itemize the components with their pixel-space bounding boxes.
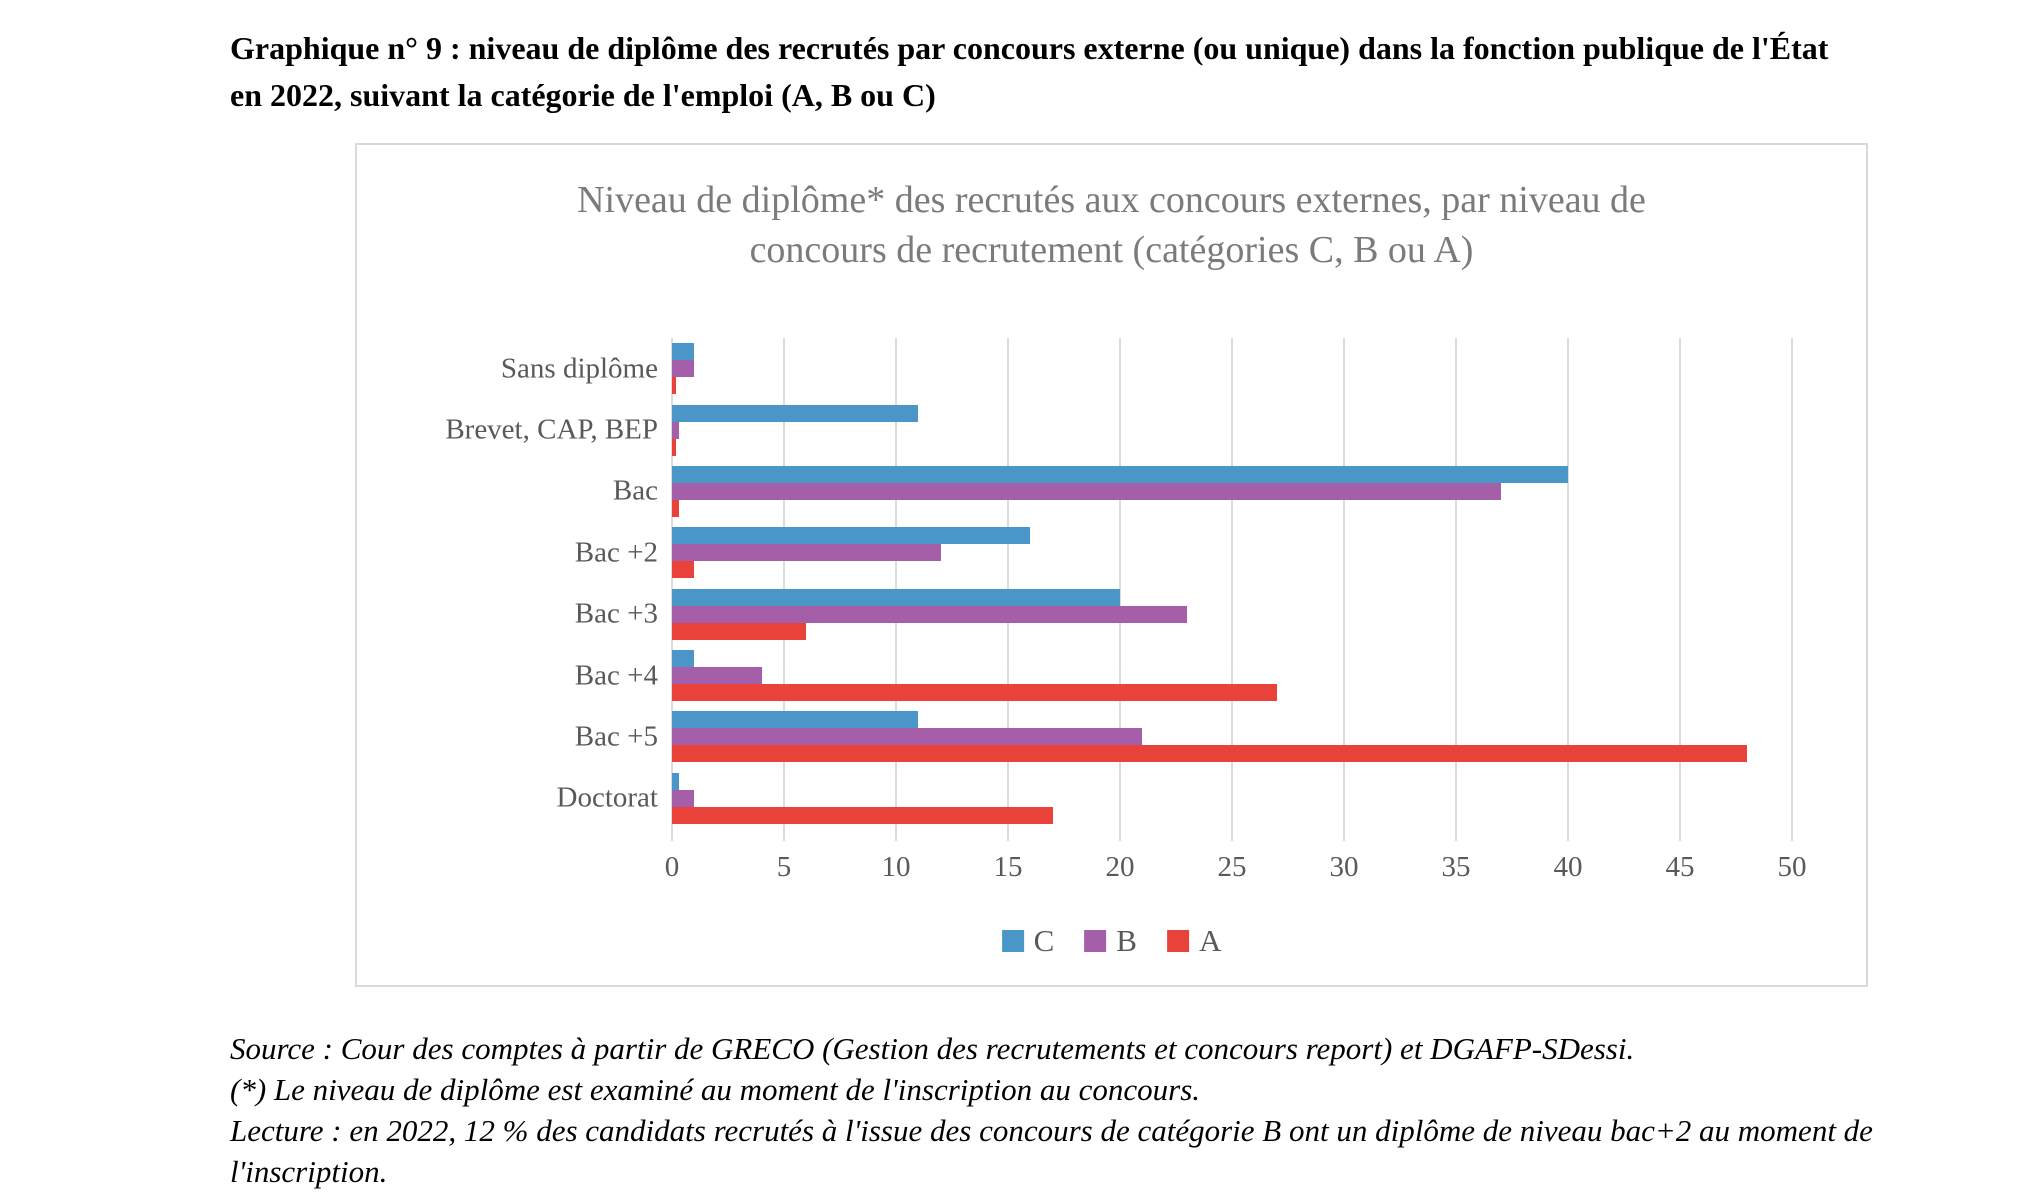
legend-label-B: B xyxy=(1116,923,1137,958)
bar-C-bac-+2 xyxy=(672,527,1031,545)
legend-label-C: C xyxy=(1033,923,1055,958)
category-label-2: Brevet, CAP, BEP xyxy=(445,413,658,446)
x-tick-label-40: 40 xyxy=(1553,851,1583,883)
axis-tick xyxy=(671,829,673,841)
axis-tick xyxy=(1679,829,1681,841)
category-label-1: Sans diplôme xyxy=(500,352,658,385)
gridline-40 xyxy=(1567,338,1569,841)
x-tick-label-45: 45 xyxy=(1665,851,1695,883)
gridline-25 xyxy=(1231,338,1233,841)
gridline-10 xyxy=(895,338,897,841)
category-label-7: Bac +5 xyxy=(574,720,658,753)
legend-swatch-C xyxy=(1001,930,1024,952)
bar-B-sans-dipl-me xyxy=(672,360,695,378)
plot-area: 0 5 10 15 20 25 30 35 40 45 50 Sans diplôme Brevet, … xyxy=(445,338,1807,883)
gridline-20 xyxy=(1119,338,1121,841)
bar-C-sans-dipl-me xyxy=(672,343,695,361)
bar-A-sans-dipl-me xyxy=(672,377,677,395)
bar-A-bac-+5 xyxy=(672,745,1748,763)
legend-item-A: A xyxy=(1166,923,1222,959)
axis-tick xyxy=(1007,829,1009,841)
axis-tick xyxy=(1455,829,1457,841)
bar-B-bac-+2 xyxy=(672,544,941,562)
bar-B-brevet-cap-bep xyxy=(672,421,679,439)
source-line: Source : Cour des comptes à partir de GR… xyxy=(230,1031,1635,1066)
bar-C-bac-+3 xyxy=(672,588,1120,606)
source-note: Source : Cour des comptes à partir de GR… xyxy=(230,1028,1875,1192)
x-tick-label-0: 0 xyxy=(664,851,680,883)
category-label-5: Bac +3 xyxy=(574,597,658,630)
legend-item-C: C xyxy=(1001,923,1055,959)
legend-swatch-A xyxy=(1166,930,1189,952)
x-tick-label-30: 30 xyxy=(1329,851,1359,883)
axis-tick xyxy=(1343,829,1345,841)
bar-A-bac-+4 xyxy=(672,684,1277,702)
x-tick-label-50: 50 xyxy=(1777,851,1807,883)
bar-C-bac xyxy=(672,465,1568,483)
x-tick-label-5: 5 xyxy=(776,851,792,883)
gridline-50 xyxy=(1791,338,1793,841)
bar-B-bac-+5 xyxy=(672,728,1143,746)
axis-tick xyxy=(783,829,785,841)
legend-item-B: B xyxy=(1084,923,1137,959)
gridline-30 xyxy=(1343,338,1345,841)
category-label-6: Bac +4 xyxy=(574,659,658,692)
gridline-45 xyxy=(1679,338,1681,841)
gridline-0 xyxy=(671,338,673,841)
x-tick-label-20: 20 xyxy=(1105,851,1135,883)
bar-B-bac-+3 xyxy=(672,605,1188,623)
bar-A-bac-+2 xyxy=(672,561,695,579)
bar-B-bac xyxy=(672,482,1501,500)
bar-B-bac-+4 xyxy=(672,667,762,685)
legend-label-A: A xyxy=(1198,923,1222,958)
bar-C-doctorat xyxy=(672,772,679,790)
bar-A-bac xyxy=(672,499,679,517)
asterisk-note-line: (*) Le niveau de diplôme est examiné au … xyxy=(230,1072,1201,1107)
axis-tick xyxy=(1119,829,1121,841)
figure-heading: Graphique n° 9 : niveau de diplôme des r… xyxy=(230,30,1829,113)
lecture-note-line: Lecture : en 2022, 12 % des candidats re… xyxy=(230,1113,1873,1189)
gridline-5 xyxy=(783,338,785,841)
axis-tick xyxy=(1231,829,1233,841)
x-tick-label-35: 35 xyxy=(1441,851,1471,883)
axis-tick xyxy=(895,829,897,841)
bar-B-doctorat xyxy=(672,789,695,807)
axis-tick xyxy=(1791,829,1793,841)
axis-tick xyxy=(1567,829,1569,841)
chart-frame: Niveau de diplôme* des recrutés aux conc… xyxy=(355,143,1868,987)
bar-A-bac-+3 xyxy=(672,622,807,640)
chart-title: Niveau de diplôme* des recrutés aux conc… xyxy=(577,179,1646,271)
x-tick-label-10: 10 xyxy=(881,851,911,883)
gridline-15 xyxy=(1007,338,1009,841)
category-label-4: Bac +2 xyxy=(574,536,658,569)
x-tick-label-15: 15 xyxy=(993,851,1023,883)
bar-C-bac-+4 xyxy=(672,650,695,668)
bar-C-bac-+5 xyxy=(672,711,919,729)
bar-C-brevet-cap-bep xyxy=(672,404,919,422)
category-label-3: Bac xyxy=(612,474,658,507)
legend-swatch-B xyxy=(1084,930,1107,952)
bar-A-doctorat xyxy=(672,806,1053,824)
gridline-35 xyxy=(1455,338,1457,841)
x-tick-label-25: 25 xyxy=(1217,851,1247,883)
bar-A-brevet-cap-bep xyxy=(672,438,677,456)
category-label-8: Doctorat xyxy=(556,781,658,814)
